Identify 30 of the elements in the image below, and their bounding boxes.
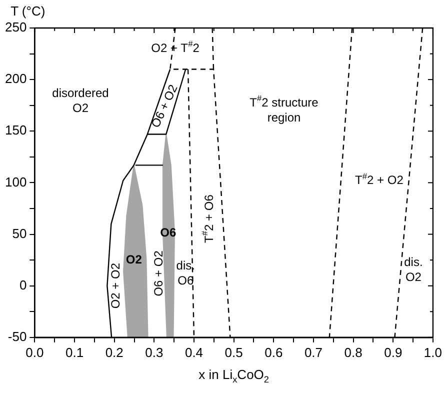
x-tick-label: 1.0 xyxy=(424,344,442,360)
annotation: O6 + O2 xyxy=(151,250,166,296)
y-tick-label: 0 xyxy=(19,277,27,292)
x-tick-label: 0.3 xyxy=(145,344,164,360)
x-tick-label: 0.7 xyxy=(304,344,323,360)
annotation: dis. O6 xyxy=(176,258,195,288)
x-tick-label: 0.4 xyxy=(184,344,204,360)
annotation: O6 xyxy=(160,226,176,240)
x-tick-label: 0.8 xyxy=(344,344,362,360)
annotation: O6 + O2 xyxy=(148,82,180,130)
y-tick-label: 150 xyxy=(4,122,27,138)
annotation: O2 + O2 xyxy=(108,262,123,309)
x-tick-label: 0.9 xyxy=(384,344,402,360)
y-tick-label: 50 xyxy=(12,226,27,241)
y-axis-title: T (°C) xyxy=(10,4,46,19)
y-tick-label: 200 xyxy=(4,71,27,86)
annotation: dis. O2 xyxy=(404,255,423,284)
x-tick-label: 0.1 xyxy=(65,344,84,360)
annotation: O2 xyxy=(126,252,142,266)
x-tick-label: 0.2 xyxy=(105,344,124,360)
x-tick-label: 0.0 xyxy=(26,344,44,360)
y-tick-label: 100 xyxy=(4,174,27,190)
y-tick-label: 250 xyxy=(4,20,27,35)
annotation: T#2 structure region xyxy=(250,93,319,124)
x-tick-label: 0.5 xyxy=(224,344,243,360)
annotation: T#2 + O6 xyxy=(200,194,216,243)
annotation: disordered O2 xyxy=(52,86,109,116)
annotation: T#2 + O2 xyxy=(355,170,404,187)
y-tick-label: -50 xyxy=(8,328,27,344)
x-tick-label: 0.6 xyxy=(264,344,283,360)
